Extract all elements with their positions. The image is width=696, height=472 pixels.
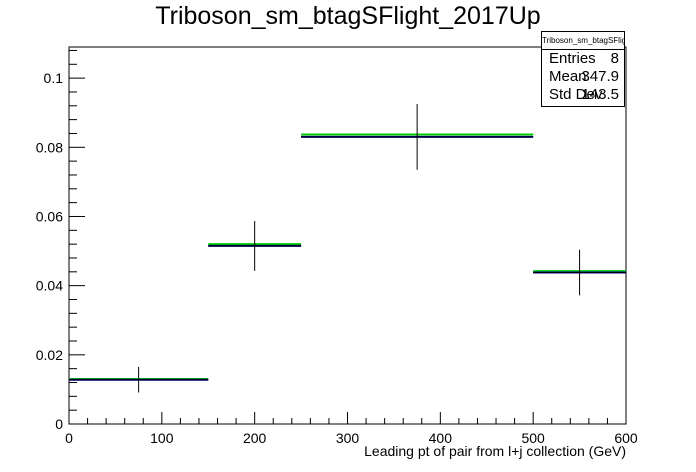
- stats-std-label: Std Dev: [549, 86, 603, 103]
- x-tick-label: 0: [65, 430, 73, 446]
- chart-title: Triboson_sm_btagSFlight_2017Up: [155, 2, 541, 30]
- stats-mean-value: 347.9: [581, 68, 619, 85]
- x-tick-label: 100: [150, 430, 174, 446]
- x-tick-label: 600: [614, 430, 638, 446]
- x-tick-label: 200: [243, 430, 267, 446]
- stats-entries-value: 8: [610, 50, 619, 67]
- x-tick-label: 400: [429, 430, 453, 446]
- x-tick-label: 500: [521, 430, 545, 446]
- stats-std-row: Std Dev 143.5: [542, 86, 624, 104]
- y-tick-label: 0: [55, 416, 63, 432]
- x-axis-label: Leading pt of pair from l+j collection (…: [364, 443, 626, 459]
- stats-mean-row: Mean 347.9: [542, 68, 624, 86]
- y-tick-label: 0.02: [36, 347, 63, 363]
- stats-box: Triboson_sm_btagSFlight_2017Up Entries 8…: [541, 31, 625, 107]
- x-tick-label: 300: [336, 430, 360, 446]
- stats-entries-label: Entries: [549, 50, 596, 67]
- stats-mean-label: Mean: [549, 68, 587, 85]
- stats-entries-row: Entries 8: [542, 50, 624, 68]
- stats-std-value: 143.5: [581, 86, 619, 103]
- y-tick-label: 0.08: [36, 139, 63, 155]
- y-tick-label: 0.04: [36, 278, 63, 294]
- y-tick-label: 0.06: [36, 208, 63, 224]
- stats-box-title: Triboson_sm_btagSFlight_2017Up: [542, 32, 624, 50]
- y-tick-label: 0.1: [44, 70, 64, 86]
